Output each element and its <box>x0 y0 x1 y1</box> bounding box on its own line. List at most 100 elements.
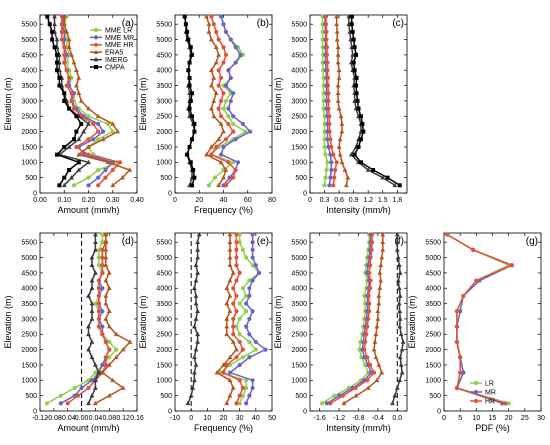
legend-label: HR <box>485 398 495 405</box>
x-axis-label: Intensity (mm/h) <box>326 423 391 433</box>
chart-panel-d: 0 500 1000 1500 2000 2500 3000 3500 4000 4500 5000… <box>3 231 144 433</box>
y-tick-label: 4000 <box>291 68 307 75</box>
data-point <box>103 167 108 173</box>
data-point <box>396 262 402 268</box>
data-point <box>234 278 239 283</box>
data-point <box>365 385 371 390</box>
x-tick-label: 20 <box>220 415 228 422</box>
data-point <box>192 354 197 360</box>
data-point <box>86 144 91 149</box>
data-point <box>208 106 214 111</box>
data-point <box>231 175 236 180</box>
data-point <box>339 121 345 126</box>
data-point <box>247 355 252 360</box>
data-point <box>93 400 98 406</box>
series-mme-hr <box>209 14 238 188</box>
data-point <box>394 239 400 245</box>
data-point <box>45 14 50 19</box>
data-point <box>358 114 363 119</box>
data-point <box>223 183 229 188</box>
x-tick-label: 40 <box>220 197 228 204</box>
data-point <box>96 370 102 375</box>
data-point <box>93 239 98 245</box>
data-point <box>364 332 369 337</box>
data-point <box>233 60 238 65</box>
data-point <box>221 175 226 180</box>
data-point <box>190 385 196 390</box>
legend-label: ERA5 <box>105 50 123 57</box>
data-point <box>250 385 255 391</box>
data-point <box>105 121 110 127</box>
y-tick-label: 5500 <box>291 22 307 29</box>
data-point <box>61 182 67 188</box>
data-point <box>206 29 212 34</box>
y-axis-label: Elevation (m) <box>3 77 13 130</box>
data-point <box>322 129 327 134</box>
data-point <box>96 278 101 283</box>
data-point <box>256 270 262 275</box>
x-tick-label: 0.20 <box>82 197 96 204</box>
data-point <box>86 347 91 352</box>
data-point <box>324 29 329 34</box>
data-point <box>250 255 255 260</box>
data-point <box>400 339 406 344</box>
data-point <box>368 286 373 291</box>
data-point <box>247 316 252 322</box>
y-tick-label: 5500 <box>156 22 172 29</box>
data-point <box>250 309 255 314</box>
data-point <box>371 167 376 172</box>
y-tick-label: 5000 <box>291 37 307 44</box>
data-point <box>237 362 242 368</box>
y-tick-label: 0 <box>303 190 307 197</box>
data-point <box>227 262 233 268</box>
x-tick-label: 0 <box>189 415 193 422</box>
data-point <box>192 377 197 383</box>
data-point <box>196 231 202 237</box>
data-point <box>57 183 62 188</box>
y-tick-label: 2500 <box>425 332 441 339</box>
data-point <box>380 239 386 245</box>
data-point <box>354 91 359 96</box>
data-point <box>76 152 82 157</box>
data-point <box>238 52 243 57</box>
y-axis-label: Elevation (m) <box>273 295 283 348</box>
y-tick-label: 1000 <box>21 378 37 385</box>
data-point <box>326 144 331 150</box>
legend-swatch-marker <box>473 389 479 395</box>
data-point <box>240 247 245 252</box>
data-point <box>365 378 370 383</box>
data-point <box>76 136 82 142</box>
data-point <box>237 270 242 275</box>
data-point <box>100 362 105 368</box>
y-tick-label: 5000 <box>21 37 37 44</box>
x-tick-label: 30 <box>236 415 244 422</box>
chart-panel-b: 0 500 1000 1500 2000 2500 3000 3500 4000 4500 5000… <box>138 13 276 215</box>
data-point <box>96 137 101 142</box>
data-point <box>458 370 463 375</box>
data-point <box>329 144 334 150</box>
data-point <box>336 75 342 80</box>
data-point <box>395 277 401 283</box>
series-imerg <box>390 231 406 406</box>
data-point <box>322 144 327 150</box>
x-tick-label: 10 <box>472 415 480 422</box>
data-point <box>356 106 361 111</box>
x-tick-label: 40 <box>252 415 260 422</box>
y-tick-label: 500 <box>25 175 37 182</box>
y-tick-label: 2000 <box>291 347 307 354</box>
data-point <box>213 44 219 50</box>
data-point <box>244 378 249 383</box>
data-point <box>323 22 329 27</box>
data-point <box>240 121 245 127</box>
data-point <box>322 121 327 127</box>
data-point <box>230 339 236 344</box>
data-point <box>224 400 230 406</box>
data-point <box>218 159 224 165</box>
data-point <box>328 401 333 406</box>
data-point <box>231 286 236 291</box>
y-tick-label: 1500 <box>21 362 37 369</box>
data-point <box>234 355 239 360</box>
panel-tag: (c) <box>392 18 404 29</box>
legend-label: MME HR <box>105 42 133 49</box>
data-point <box>237 301 242 306</box>
